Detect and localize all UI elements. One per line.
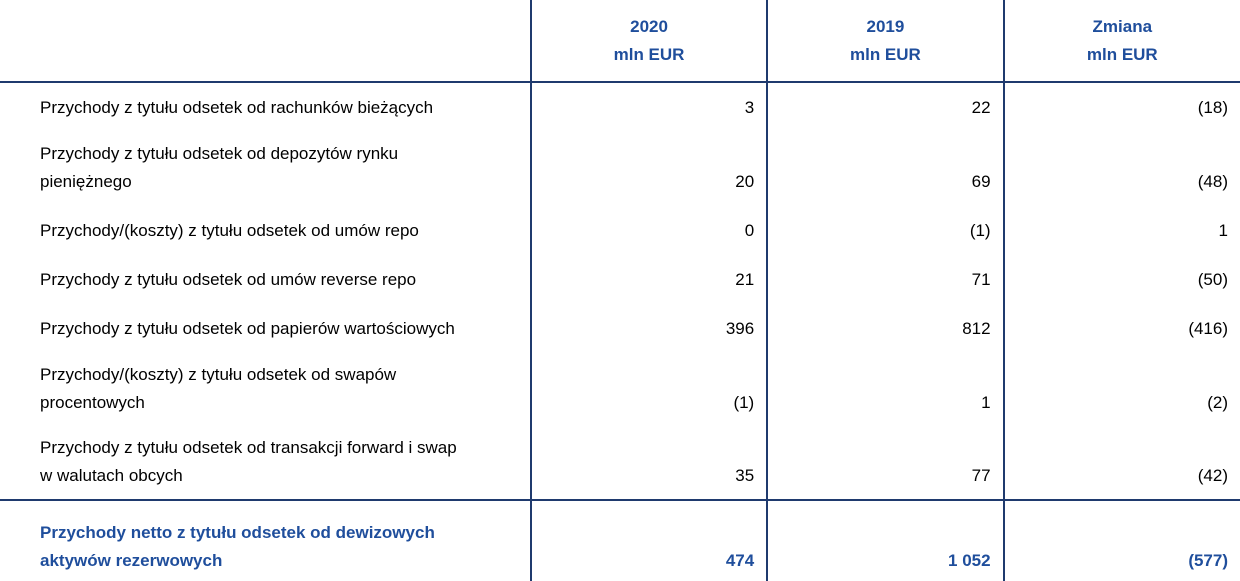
value-cell: 1 bbox=[1002, 205, 1240, 254]
text-line: mln EUR bbox=[849, 44, 921, 64]
value-cell: 77 bbox=[766, 426, 1004, 500]
text-line: Zmiana bbox=[1092, 16, 1153, 36]
text-line: Przychody z tytułu odsetek od depozytów … bbox=[40, 144, 399, 163]
total-row: Przychody netto z tytułu odsetek od dewi… bbox=[0, 499, 1240, 581]
value-cell: 3 bbox=[529, 82, 768, 131]
value-cell: 1 bbox=[766, 352, 1004, 426]
value-cell: 812 bbox=[766, 303, 1004, 352]
text-line: Przychody z tytułu odsetek od umów rever… bbox=[40, 270, 417, 289]
data-row: Przychody z tytułu odsetek od papierów w… bbox=[0, 303, 1240, 352]
text-line: w walutach obcych bbox=[40, 466, 183, 485]
value-cell: 35 bbox=[529, 426, 768, 500]
text-line: Przychody z tytułu odsetek od rachunków … bbox=[40, 98, 434, 117]
text-line: Przychody z tytułu odsetek od transakcji… bbox=[40, 438, 457, 457]
row-label: Przychody z tytułu odsetek od papierów w… bbox=[0, 303, 531, 352]
value-cell: 20 bbox=[529, 131, 768, 205]
table-body: Przychody z tytułu odsetek od rachunków … bbox=[0, 82, 1240, 581]
value-cell: (50) bbox=[1002, 254, 1240, 303]
value-cell: (48) bbox=[1002, 131, 1240, 205]
value-cell: 1 052 bbox=[766, 499, 1004, 581]
text-line: Przychody z tytułu odsetek od papierów w… bbox=[40, 319, 455, 338]
value-cell: 22 bbox=[766, 82, 1004, 131]
text-line: Przychody netto z tytułu odsetek od dewi… bbox=[40, 523, 435, 542]
text-line: Przychody/(koszty) z tytułu odsetek od u… bbox=[40, 221, 419, 240]
header-empty bbox=[0, 0, 531, 83]
data-row: Przychody z tytułu odsetek od umów rever… bbox=[0, 254, 1240, 303]
value-cell: 69 bbox=[766, 131, 1004, 205]
column-header: 2020 mln EUR bbox=[529, 0, 768, 83]
value-cell: (416) bbox=[1002, 303, 1240, 352]
value-cell: (1) bbox=[529, 352, 768, 426]
row-label: Przychody netto z tytułu odsetek od dewi… bbox=[0, 499, 531, 581]
value-cell: (1) bbox=[766, 205, 1004, 254]
column-header: Zmiana mln EUR bbox=[1002, 0, 1240, 83]
value-cell: 0 bbox=[529, 205, 768, 254]
text-line: 2019 bbox=[866, 16, 905, 36]
value-cell: 474 bbox=[529, 499, 768, 581]
row-label: Przychody z tytułu odsetek od rachunków … bbox=[0, 82, 531, 131]
value-cell: (18) bbox=[1002, 82, 1240, 131]
data-row: Przychody z tytułu odsetek od rachunków … bbox=[0, 82, 1240, 131]
text-line: mln EUR bbox=[1086, 44, 1158, 64]
value-cell: (577) bbox=[1002, 499, 1240, 581]
text-line: Przychody/(koszty) z tytułu odsetek od s… bbox=[40, 365, 397, 384]
header-row: 2020 mln EUR 2019 mln EUR Zmiana mln EUR bbox=[0, 0, 1240, 83]
value-cell: (42) bbox=[1002, 426, 1240, 500]
row-label: Przychody z tytułu odsetek od transakcji… bbox=[0, 426, 531, 500]
value-cell: 396 bbox=[529, 303, 768, 352]
column-header: 2019 mln EUR bbox=[766, 0, 1004, 83]
value-cell: 21 bbox=[529, 254, 768, 303]
text-line: mln EUR bbox=[613, 44, 685, 64]
value-cell: 71 bbox=[766, 254, 1004, 303]
text-line: pieniężnego bbox=[40, 172, 132, 191]
data-row: Przychody/(koszty) z tytułu odsetek od u… bbox=[0, 205, 1240, 254]
text-line: aktywów rezerwowych bbox=[40, 551, 223, 570]
text-line: 2020 bbox=[630, 16, 668, 36]
row-label: Przychody z tytułu odsetek od umów rever… bbox=[0, 254, 531, 303]
row-label: Przychody/(koszty) z tytułu odsetek od u… bbox=[0, 205, 531, 254]
data-row: Przychody z tytułu odsetek od depozytów … bbox=[0, 131, 1240, 205]
data-row: Przychody z tytułu odsetek od transakcji… bbox=[0, 426, 1240, 500]
row-label: Przychody/(koszty) z tytułu odsetek od s… bbox=[0, 352, 531, 426]
text-line: procentowych bbox=[40, 393, 145, 412]
data-row: Przychody/(koszty) z tytułu odsetek od s… bbox=[0, 352, 1240, 426]
value-cell: (2) bbox=[1002, 352, 1240, 426]
row-label: Przychody z tytułu odsetek od depozytów … bbox=[0, 131, 531, 205]
